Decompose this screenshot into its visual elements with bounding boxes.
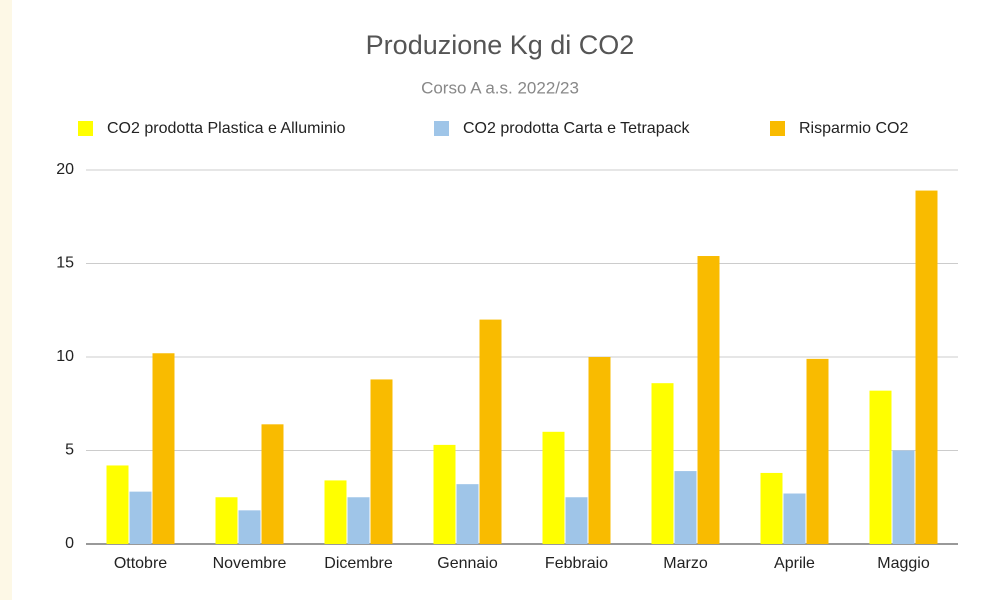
- bar: [106, 465, 129, 544]
- legend-label: CO2 prodotta Carta e Tetrapack: [463, 120, 690, 137]
- bar: [261, 424, 284, 544]
- y-tick-label: 5: [65, 442, 74, 459]
- x-tick-label: Febbraio: [545, 555, 608, 572]
- legend-swatch: [770, 121, 785, 136]
- bar: [433, 444, 456, 544]
- bar: [783, 493, 806, 544]
- bar: [238, 510, 261, 544]
- bar: [347, 497, 370, 544]
- bar: [674, 471, 697, 544]
- bar: [806, 358, 829, 544]
- bar: [651, 383, 674, 544]
- bar: [324, 480, 347, 544]
- x-tick-label: Ottobre: [114, 555, 167, 572]
- bar: [869, 390, 892, 544]
- x-tick-label: Marzo: [663, 555, 708, 572]
- y-tick-label: 10: [56, 348, 74, 365]
- bar: [129, 491, 152, 544]
- bar: [370, 379, 393, 544]
- bar: [915, 190, 938, 544]
- x-tick-label: Maggio: [877, 555, 930, 572]
- x-tick-label: Dicembre: [324, 555, 393, 572]
- legend-swatch: [78, 121, 93, 136]
- x-tick-label: Aprile: [774, 555, 815, 572]
- y-tick-label: 20: [56, 161, 74, 178]
- bar: [697, 256, 720, 544]
- chart-title: Produzione Kg di CO2: [366, 30, 635, 60]
- bar: [892, 450, 915, 544]
- x-tick-label: Novembre: [213, 555, 287, 572]
- bar: [542, 431, 565, 544]
- x-tick-label: Gennaio: [437, 555, 498, 572]
- bar: [760, 472, 783, 544]
- legend-label: Risparmio CO2: [799, 120, 908, 137]
- bar: [479, 319, 502, 544]
- y-tick-label: 0: [65, 535, 74, 552]
- legend-swatch: [434, 121, 449, 136]
- bar: [588, 357, 611, 544]
- bar: [215, 497, 238, 544]
- legend-label: CO2 prodotta Plastica e Alluminio: [107, 120, 345, 137]
- bar: [456, 484, 479, 544]
- bar: [152, 353, 175, 544]
- chart-subtitle: Corso A a.s. 2022/23: [421, 78, 579, 97]
- y-tick-label: 15: [56, 255, 74, 272]
- bar: [565, 497, 588, 544]
